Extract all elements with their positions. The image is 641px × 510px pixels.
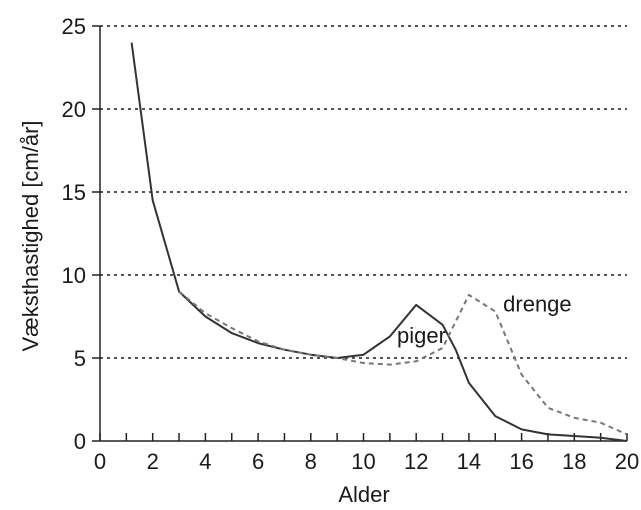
x-tick-label-12: 12: [404, 449, 428, 474]
y-tick-label-0: 0: [74, 429, 86, 454]
x-tick-label-4: 4: [199, 449, 211, 474]
y-tick-label-15: 15: [62, 180, 86, 205]
series-line-drenge: [178, 290, 628, 436]
y-tick-label-25: 25: [62, 14, 86, 39]
axes: [92, 25, 628, 442]
series-label-drenge: drenge: [503, 292, 572, 317]
x-tick-label-6: 6: [252, 449, 264, 474]
y-tick-label-10: 10: [62, 263, 86, 288]
y-axis-title: Væksthastighed [cm/år]: [18, 120, 43, 351]
series-lines: [130, 42, 628, 442]
x-tick-label-18: 18: [562, 449, 586, 474]
series-label-piger: piger: [397, 323, 446, 348]
x-tick-label-0: 0: [94, 449, 106, 474]
x-axis-title: Alder: [338, 482, 389, 507]
y-tick-label-20: 20: [62, 97, 86, 122]
tick-labels: 0 5 10 15 20 25 0 2 4 6 8 10 12 14 16 18 20: [62, 14, 640, 474]
y-tick-label-5: 5: [74, 346, 86, 371]
x-tick-label-14: 14: [457, 449, 481, 474]
x-tick-label-8: 8: [305, 449, 317, 474]
x-tick-label-16: 16: [509, 449, 533, 474]
x-tick-label-2: 2: [147, 449, 159, 474]
annotations: piger drenge: [397, 292, 572, 349]
series-line-piger: [130, 42, 628, 442]
x-tick-label-10: 10: [351, 449, 375, 474]
x-tick-label-20: 20: [615, 449, 639, 474]
